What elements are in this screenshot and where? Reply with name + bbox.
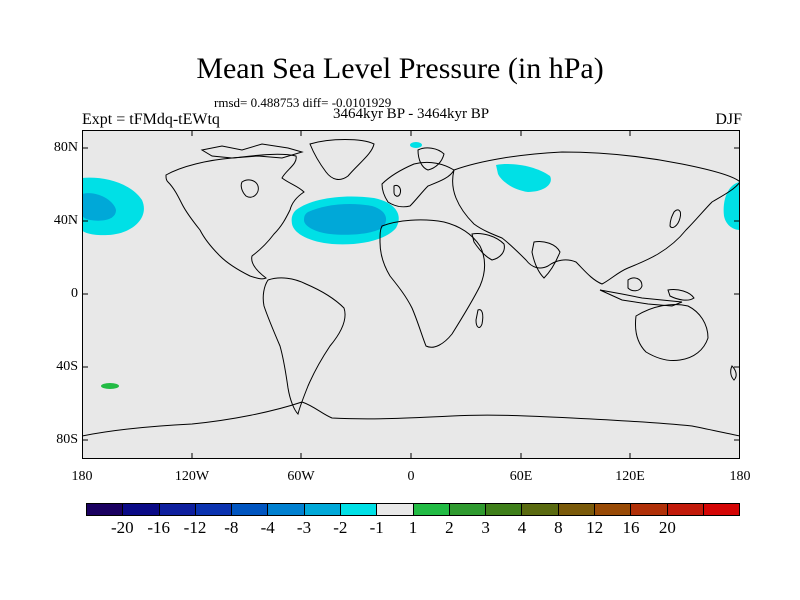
coastline-new-guinea — [667, 289, 695, 301]
colorbar-label: -1 — [369, 518, 384, 537]
lon-label-180e: 180 — [729, 469, 751, 484]
colorbar-box-10 — [449, 504, 487, 515]
coastline-antarctica — [82, 401, 740, 437]
colorbar-box-15 — [631, 504, 668, 515]
colorbar-box-16 — [667, 504, 704, 515]
time-period-label: 3464kyr BP - 3464kyr BP — [332, 106, 490, 122]
anomaly-east-pacific — [723, 182, 740, 230]
colorbar-box-13 — [558, 504, 595, 515]
coastline-australia — [635, 303, 709, 361]
colorbar-label: -4 — [260, 518, 275, 537]
coastline-japan — [669, 209, 681, 229]
coastline-madagascar — [475, 309, 484, 328]
anomaly-arctic — [410, 142, 422, 148]
colorbar-box-17 — [703, 504, 740, 515]
colorbar-label: -16 — [147, 518, 170, 537]
colorbar-box-11 — [486, 504, 523, 515]
colorbar-box-8 — [377, 504, 414, 515]
lat-label-40n: 40N — [53, 213, 78, 228]
coastlines — [82, 139, 740, 437]
map-ticks — [82, 130, 740, 459]
anomaly-siberia — [496, 164, 551, 192]
colorbar-label: -8 — [224, 518, 239, 537]
coastline-borneo — [627, 277, 643, 292]
anomaly-regions — [82, 142, 740, 389]
colorbar-label: 2 — [445, 518, 454, 537]
coastline-indonesia — [599, 289, 683, 307]
coastline-arabia — [471, 233, 505, 261]
coastline-europe — [381, 161, 455, 208]
colorbar-label: 8 — [554, 518, 563, 537]
coastline-africa — [379, 219, 485, 348]
lat-label-0: 0 — [71, 286, 78, 301]
map-panel — [82, 130, 740, 459]
colorbar-box-1 — [123, 504, 160, 515]
colorbar — [86, 503, 740, 516]
lat-label-80n: 80N — [53, 140, 78, 155]
colorbar-label: 16 — [622, 518, 640, 537]
lat-label-80s: 80S — [56, 432, 78, 447]
coastline-india — [531, 241, 561, 279]
colorbar-box-12 — [522, 504, 559, 515]
colorbar-box-7 — [340, 504, 378, 515]
coastline-british-isles — [393, 185, 401, 197]
coastline-asia — [452, 151, 740, 285]
coastline-north-america — [165, 153, 305, 280]
coastline-south-america — [262, 277, 346, 415]
colorbar-box-4 — [232, 504, 269, 515]
colorbar-box-0 — [87, 504, 124, 515]
anomaly-north-atlantic-inner — [304, 204, 387, 235]
lon-label-180w: 180 — [71, 469, 93, 484]
coastline-hudson-bay — [240, 179, 259, 198]
colorbar-label: 4 — [517, 518, 527, 537]
experiment-label: Expt = tFMdq-tEWtq — [82, 111, 220, 128]
lon-label-60e: 60E — [509, 469, 533, 484]
colorbar-label: -3 — [296, 518, 312, 537]
season-label: DJF — [715, 111, 742, 128]
colorbar-box-14 — [594, 504, 632, 515]
colorbar-box-5 — [268, 504, 305, 515]
chart-title: Mean Sea Level Pressure (in hPa) — [196, 52, 604, 85]
lon-label-120e: 120E — [615, 469, 645, 484]
lon-label-0: 0 — [407, 469, 415, 484]
anomaly-south-pacific — [101, 383, 119, 389]
colorbar-label: -20 — [110, 518, 134, 537]
colorbar-label: 20 — [658, 518, 676, 537]
coastline-greenland — [309, 139, 375, 180]
lon-label-120w: 120W — [174, 469, 210, 484]
coastline-canada-islands — [200, 143, 304, 159]
map-background — [82, 130, 740, 459]
coastline-new-zealand — [730, 365, 737, 381]
lon-label-60w: 60W — [287, 469, 315, 484]
colorbar-box-3 — [195, 504, 233, 515]
map-svg — [82, 130, 740, 459]
colorbar-label: -2 — [333, 518, 348, 537]
colorbar-box-9 — [413, 504, 450, 515]
colorbar-box-2 — [159, 504, 196, 515]
coastline-scandinavia — [417, 147, 445, 171]
rmsd-diff-stats: rmsd= 0.488753 diff= -0.0101929 — [214, 95, 392, 110]
colorbar-label: 12 — [586, 518, 604, 537]
colorbar-box-6 — [304, 504, 341, 515]
anomaly-north-pacific-inner — [82, 193, 116, 221]
colorbar-label: 3 — [481, 518, 490, 537]
colorbar-label: 1 — [408, 518, 418, 537]
colorbar-label: -12 — [183, 518, 207, 537]
lat-label-40s: 40S — [56, 359, 78, 374]
